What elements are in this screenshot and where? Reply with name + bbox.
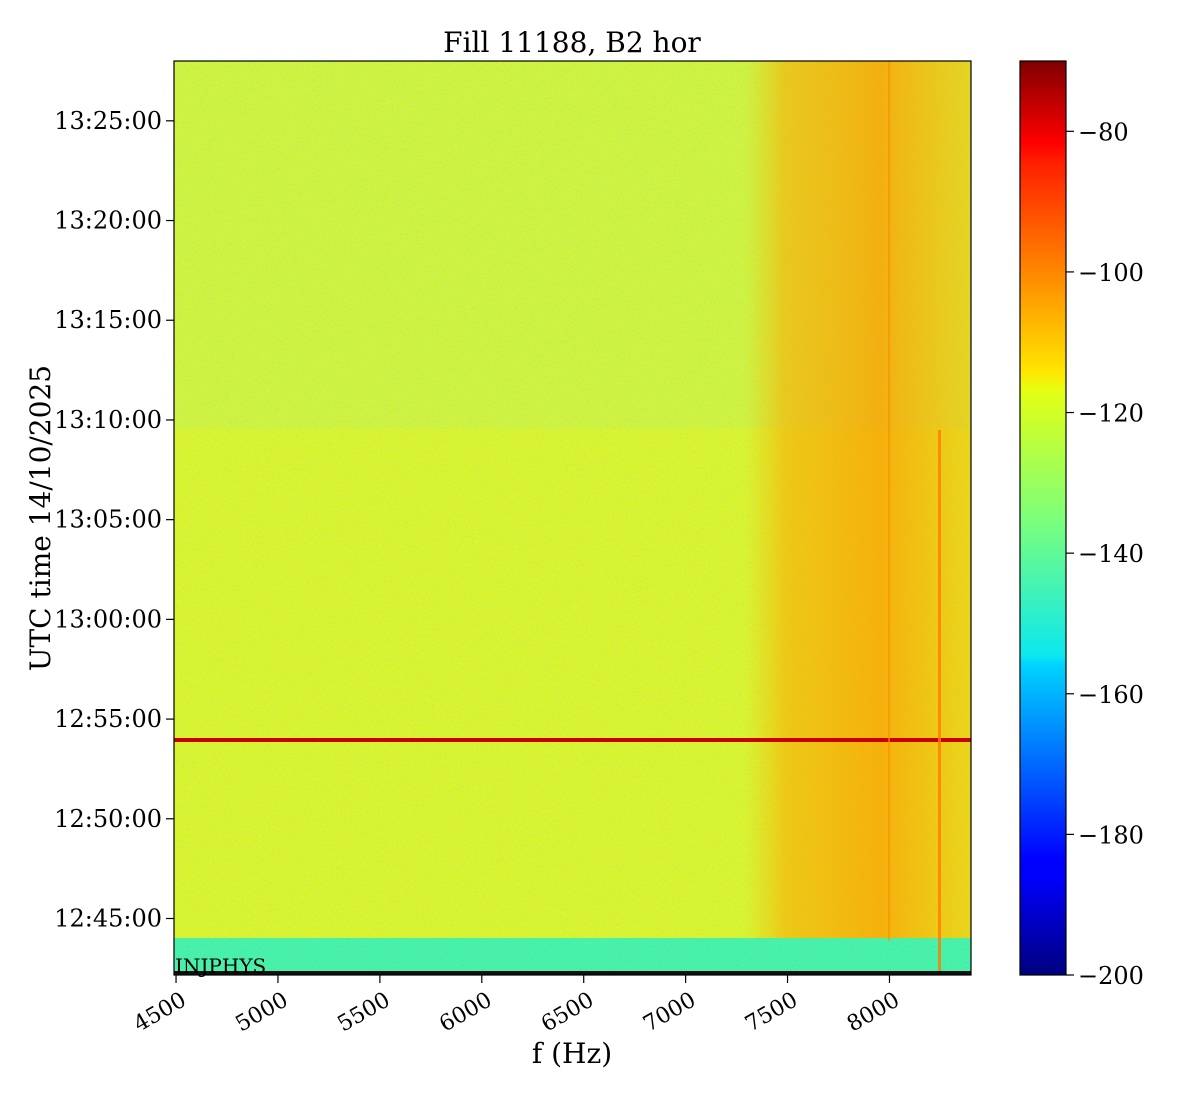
- heatmap-area: [174, 61, 971, 975]
- high-noise-band: [745, 61, 971, 941]
- x-tick-label: 7500: [741, 988, 802, 1038]
- strong-line: [174, 738, 971, 742]
- y-tick-label: 12:45:00: [54, 904, 162, 932]
- x-tick-label: 7000: [639, 988, 700, 1038]
- y-tick-label: 13:05:00: [54, 506, 162, 534]
- low-level-band-grain: [174, 938, 971, 973]
- vertical-line-8200: [938, 430, 941, 975]
- chart-title: Fill 11188, B2 hor: [443, 26, 701, 59]
- baseline-bar: [174, 971, 971, 975]
- annotation-injphys: INJPHYS: [175, 954, 266, 978]
- colorbar-tick-label: −140: [1078, 540, 1144, 568]
- y-tick-label: 13:20:00: [54, 207, 162, 235]
- y-tick-label: 13:10:00: [54, 406, 162, 434]
- colorbar-tick-label: −200: [1078, 962, 1144, 990]
- x-tick-label: 6500: [537, 988, 598, 1038]
- x-axis-ticks: 4500 5000 5500 6000 6500 7000 7500 8000: [130, 975, 904, 1037]
- x-tick-label: 8000: [843, 988, 904, 1038]
- x-tick-label: 5500: [333, 988, 394, 1038]
- x-tick-label: 6000: [435, 988, 496, 1038]
- x-tick-label: 4500: [130, 988, 191, 1038]
- y-tick-label: 13:00:00: [54, 605, 162, 633]
- colorbar-tick-label: −160: [1078, 681, 1144, 709]
- y-tick-label: 12:50:00: [54, 805, 162, 833]
- x-axis-label: f (Hz): [532, 1037, 612, 1070]
- colorbar-tick-label: −80: [1078, 118, 1129, 146]
- colorbar: [1019, 60, 1067, 976]
- y-tick-label: 13:25:00: [54, 107, 162, 135]
- colorbar-tick-label: −100: [1078, 259, 1144, 287]
- colorbar-ticks: −80 −100 −120 −140 −160 −180 −200: [1066, 118, 1144, 990]
- colorbar-tick-label: −120: [1078, 400, 1144, 428]
- y-tick-label: 13:15:00: [54, 306, 162, 334]
- vertical-line-8000: [888, 61, 890, 941]
- colorbar-tick-label: −180: [1078, 821, 1144, 849]
- y-axis-ticks: 12:45:00 12:50:00 12:55:00 13:00:00 13:05:00…: [54, 107, 174, 932]
- plot-frame: [173, 60, 972, 976]
- y-axis-label: UTC time 14/10/2025: [24, 365, 57, 671]
- x-tick-label: 5000: [232, 988, 293, 1038]
- y-tick-label: 12:55:00: [54, 705, 162, 733]
